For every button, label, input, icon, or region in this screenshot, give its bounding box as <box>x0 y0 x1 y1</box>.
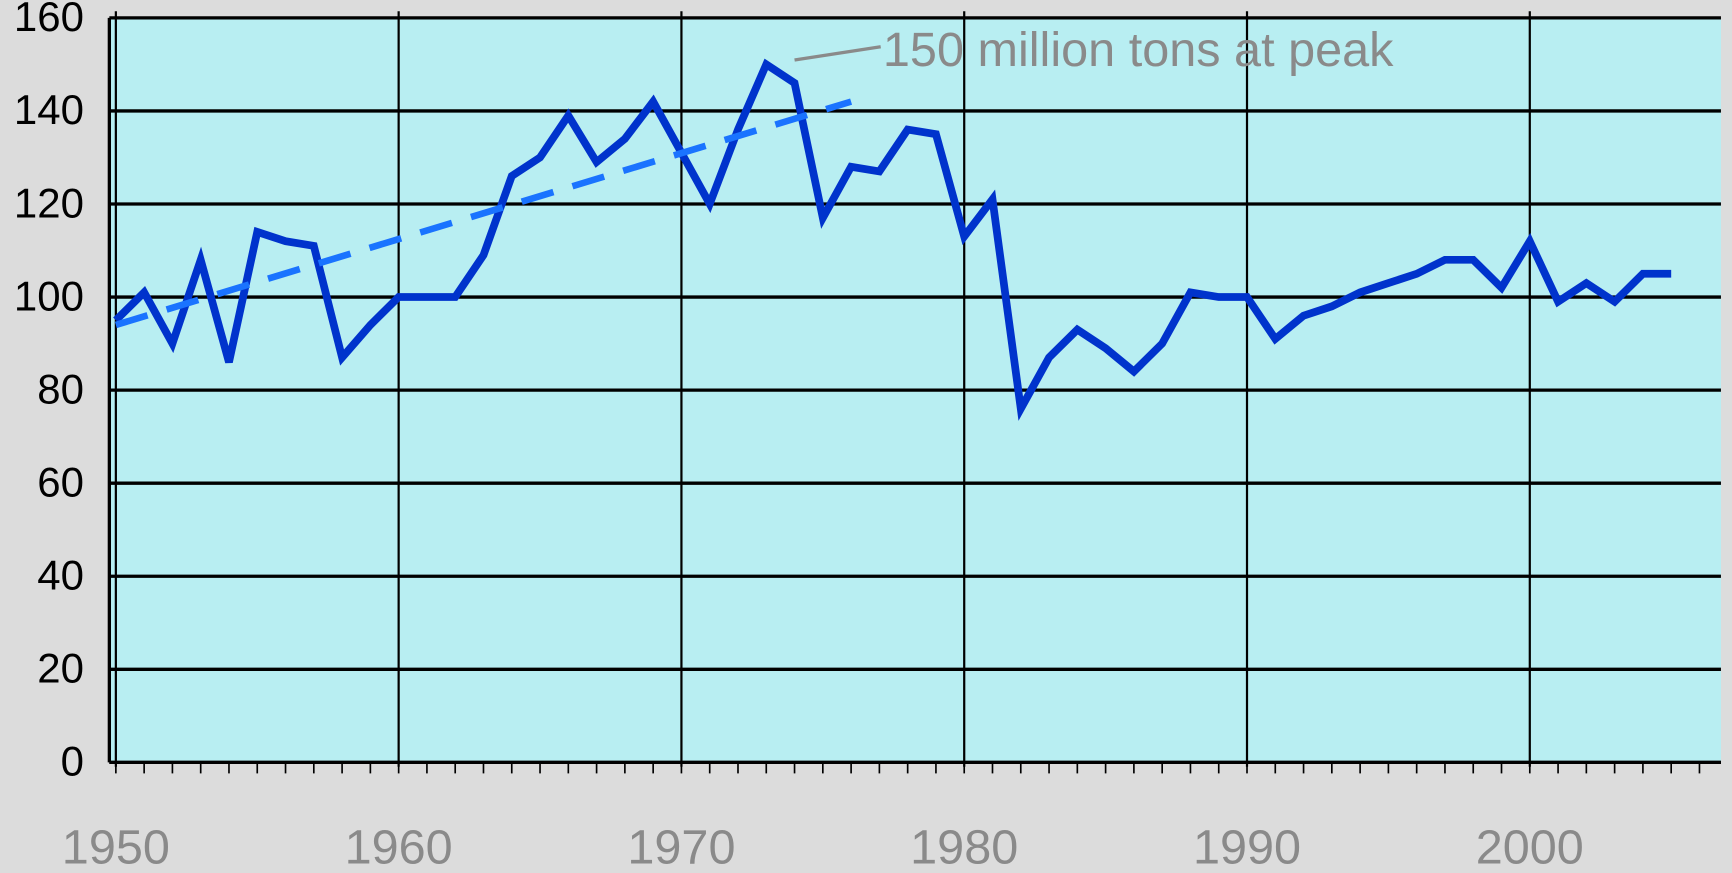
x-tick-label: 2000 <box>1476 821 1584 873</box>
y-tick-label: 100 <box>14 272 84 319</box>
y-tick-label: 160 <box>14 0 84 40</box>
x-tick-label: 1970 <box>627 821 735 873</box>
annotation: 150 million tons at peak <box>883 23 1394 77</box>
data-line <box>113 58 1672 421</box>
y-tick-label: 20 <box>37 645 84 692</box>
y-tick-label: 120 <box>14 179 84 226</box>
x-tick-label: 1950 <box>62 821 170 873</box>
y-tick-label: 140 <box>14 86 84 133</box>
data-line <box>114 98 853 329</box>
y-tick-label: 80 <box>37 365 84 412</box>
y-tick-label: 60 <box>37 458 84 505</box>
x-tick-label: 1980 <box>910 821 1018 873</box>
x-tick-label: 1960 <box>345 821 453 873</box>
annotation-leader <box>794 45 881 62</box>
y-tick-label: 40 <box>37 552 84 599</box>
y-tick-label: 0 <box>61 738 84 785</box>
x-tick-label: 1990 <box>1193 821 1301 873</box>
